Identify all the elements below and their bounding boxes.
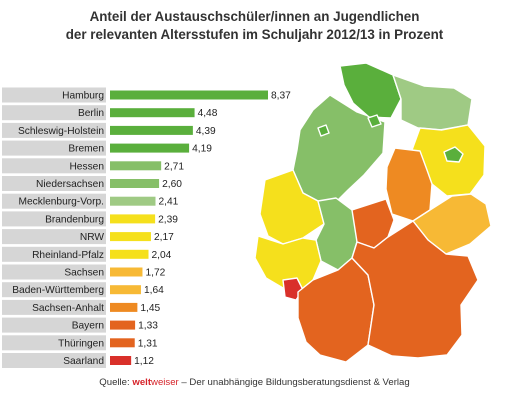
- category-label-bg-sachsen-anhalt: [2, 299, 106, 315]
- category-label-bg-mecklenburg-vorp: [2, 193, 106, 209]
- category-label-bg-nrw: [2, 229, 106, 245]
- category-label-bg-niedersachsen: [2, 176, 106, 191]
- title-line-1: Anteil der Austauschschüler/innen an Jug…: [89, 9, 420, 24]
- category-label-bremen: Bremen: [68, 144, 104, 155]
- category-label-bayern: Bayern: [72, 321, 104, 332]
- map-region-berlin: [443, 146, 464, 163]
- category-label-bg-saarland: [2, 353, 106, 368]
- value-label-hamburg: 8,37: [271, 91, 291, 102]
- bar-nrw: [110, 232, 151, 242]
- bar-rheinland-pfalz: [110, 249, 149, 259]
- title-line-2: der relevanten Altersstufen im Schuljahr…: [65, 27, 444, 42]
- chart-title: Anteil der Austauschschüler/innen an Jug…: [0, 8, 509, 44]
- bar-th-ringen: [110, 338, 135, 348]
- category-label-bg-brandenburg: [2, 211, 106, 227]
- category-label-saarland: Saarland: [63, 356, 104, 367]
- category-label-bg-th-ringen: [2, 335, 106, 351]
- bar-sachsen-anhalt: [110, 302, 138, 312]
- value-label-bayern: 1,33: [138, 321, 158, 332]
- value-label-niedersachsen: 2,60: [162, 179, 182, 190]
- value-label-mecklenburg-vorp: 2,41: [158, 197, 178, 208]
- bar-niedersachsen: [110, 179, 160, 188]
- category-label-bg-rheinland-pfalz: [2, 246, 106, 262]
- value-label-saarland: 1,12: [134, 356, 154, 367]
- category-label-rheinland-pfalz: Rheinland-Pfalz: [32, 250, 104, 261]
- category-label-nrw: NRW: [80, 232, 105, 243]
- source-note: Quelle: weltweiser – Der unabhängige Bil…: [0, 377, 509, 388]
- bar-brandenburg: [110, 214, 156, 224]
- map-region-mecklenburg-vorp: [392, 74, 473, 131]
- category-label-hessen: Hessen: [69, 161, 104, 172]
- bar-schleswig-holstein: [110, 125, 193, 135]
- bar-baden-w-rttemberg: [110, 285, 141, 295]
- value-label-rheinland-pfalz: 2,04: [152, 250, 172, 261]
- category-label-sachsen: Sachsen: [64, 268, 104, 279]
- bar-hessen: [110, 161, 162, 171]
- bar-bayern: [110, 320, 136, 330]
- category-label-bg-hessen: [2, 158, 106, 174]
- bar-hamburg: [110, 90, 268, 100]
- category-label-baden-w-rttemberg: Baden-Württemberg: [12, 285, 104, 296]
- bar-sachsen: [110, 267, 143, 277]
- value-label-th-ringen: 1,31: [138, 338, 158, 349]
- category-label-niedersachsen: Niedersachsen: [36, 179, 104, 190]
- value-label-berlin: 4,48: [198, 108, 218, 119]
- category-label-bg-bremen: [2, 140, 106, 156]
- bar-saarland: [110, 356, 132, 365]
- bar-berlin: [110, 108, 195, 118]
- value-label-brandenburg: 2,39: [158, 214, 178, 225]
- category-label-mecklenburg-vorp: Mecklenburg-Vorp.: [18, 197, 104, 208]
- value-label-baden-w-rttemberg: 1,64: [144, 285, 164, 296]
- value-label-nrw: 2,17: [154, 232, 174, 243]
- category-label-bg-bayern: [2, 317, 106, 333]
- map-region-hamburg: [367, 114, 382, 128]
- value-label-bremen: 4,19: [192, 144, 212, 155]
- category-label-brandenburg: Brandenburg: [45, 214, 104, 225]
- value-label-sachsen-anhalt: 1,45: [140, 303, 160, 314]
- category-label-hamburg: Hamburg: [62, 91, 104, 102]
- bar-bremen: [110, 143, 190, 153]
- category-label-bg-hamburg: [2, 87, 106, 103]
- source-prefix: Quelle:: [99, 377, 133, 388]
- category-label-sachsen-anhalt: Sachsen-Anhalt: [32, 303, 104, 314]
- source-brand-rest: weiser: [151, 377, 179, 388]
- value-label-hessen: 2,71: [164, 161, 184, 172]
- map-region-bremen: [317, 124, 330, 137]
- value-label-schleswig-holstein: 4,39: [196, 126, 216, 137]
- source-suffix: – Der unabhängige Bildungsberatungsdiens…: [178, 377, 410, 388]
- map-region-baden-wuerttemberg: [297, 257, 375, 363]
- category-label-bg-baden-w-rttemberg: [2, 282, 106, 298]
- map-region-schleswig-holstein: [339, 62, 402, 119]
- bar-mecklenburg-vorp: [110, 196, 156, 206]
- category-label-schleswig-holstein: Schleswig-Holstein: [18, 126, 104, 137]
- map-region-nrw: [259, 169, 325, 245]
- category-label-bg-sachsen: [2, 264, 106, 280]
- category-label-bg-berlin: [2, 105, 106, 121]
- value-label-sachsen: 1,72: [145, 268, 165, 279]
- category-label-berlin: Berlin: [78, 108, 104, 119]
- category-label-bg-schleswig-holstein: [2, 122, 106, 138]
- source-brand-bold: welt: [132, 377, 152, 388]
- category-label-th-ringen: Thüringen: [58, 338, 104, 349]
- map-region-bayern: [351, 220, 479, 359]
